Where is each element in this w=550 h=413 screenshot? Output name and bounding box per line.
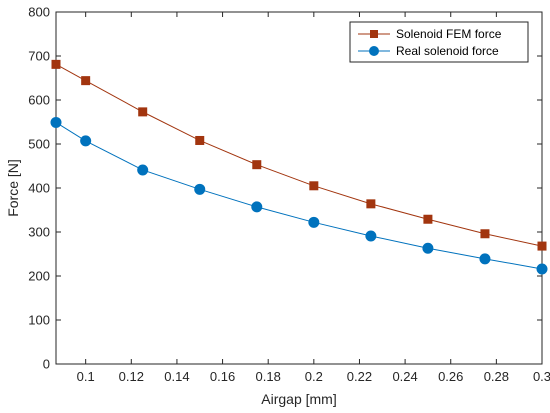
data-point-real-solenoid-force [479, 253, 491, 265]
x-tick-label: 0.22 [347, 369, 372, 384]
data-point-solenoid-fem-force [195, 135, 205, 145]
legend-entry-real-solenoid-force: Real solenoid force [358, 44, 499, 58]
data-point-real-solenoid-force [422, 242, 434, 254]
x-tick-label: 0.2 [305, 369, 323, 384]
y-tick-label: 300 [28, 225, 50, 240]
series-solenoid-fem-force [51, 59, 547, 251]
series-line-real-solenoid-force [55, 122, 543, 270]
x-tick-label: 0.12 [119, 369, 144, 384]
legend: Solenoid FEM force Real solenoid force [349, 21, 529, 63]
data-point-real-solenoid-force [50, 116, 62, 128]
data-point-solenoid-fem-force [480, 229, 490, 239]
x-axis-ticks: 0.1 0.12 0.14 0.16 0.18 0.2 0.22 0.24 0.26 0.28 0.… [77, 12, 550, 384]
data-point-solenoid-fem-force [81, 76, 91, 86]
legend-marker-circle-icon [369, 46, 379, 56]
data-point-solenoid-fem-force [423, 214, 433, 224]
data-point-real-solenoid-force [137, 164, 149, 176]
data-point-real-solenoid-force [80, 135, 92, 147]
x-tick-label: 0.16 [210, 369, 235, 384]
x-tick-label: 0.28 [484, 369, 509, 384]
series-line-solenoid-fem-force [55, 63, 543, 247]
data-point-real-solenoid-force [194, 183, 206, 195]
y-tick-label: 0 [43, 357, 50, 372]
data-point-solenoid-fem-force [537, 241, 547, 251]
legend-label-solenoid-fem-force: Solenoid FEM force [396, 27, 502, 41]
y-tick-label: 200 [28, 269, 50, 284]
legend-entry-solenoid-fem-force: Solenoid FEM force [358, 27, 502, 41]
data-point-real-solenoid-force [536, 263, 548, 275]
data-point-solenoid-fem-force [51, 59, 61, 69]
legend-marker-square-icon [370, 30, 378, 38]
y-tick-label: 400 [28, 181, 50, 196]
x-axis-title: Airgap [mm] [261, 391, 336, 407]
x-tick-label: 0.18 [256, 369, 281, 384]
series-layer [50, 59, 548, 275]
data-point-solenoid-fem-force [138, 107, 148, 117]
y-tick-label: 800 [28, 5, 50, 20]
y-tick-label: 700 [28, 49, 50, 64]
data-point-real-solenoid-force [365, 230, 377, 242]
x-tick-label: 0.1 [77, 369, 95, 384]
x-tick-label: 0.3 [533, 369, 550, 384]
y-axis-title: Force [N] [5, 159, 21, 217]
x-tick-label: 0.24 [392, 369, 417, 384]
x-tick-label: 0.26 [438, 369, 463, 384]
data-point-solenoid-fem-force [252, 160, 262, 170]
y-tick-label: 100 [28, 313, 50, 328]
data-point-solenoid-fem-force [309, 181, 319, 191]
plot-area [55, 11, 543, 365]
legend-box [349, 21, 529, 63]
data-point-solenoid-fem-force [366, 199, 376, 209]
y-axis-ticks: 0 100 200 300 400 500 600 700 800 [28, 5, 542, 372]
data-point-real-solenoid-force [251, 201, 263, 213]
x-tick-label: 0.14 [164, 369, 189, 384]
data-point-real-solenoid-force [308, 216, 320, 228]
y-tick-label: 600 [28, 93, 50, 108]
y-tick-label: 500 [28, 137, 50, 152]
legend-label-real-solenoid-force: Real solenoid force [396, 44, 499, 58]
series-real-solenoid-force [50, 116, 548, 275]
